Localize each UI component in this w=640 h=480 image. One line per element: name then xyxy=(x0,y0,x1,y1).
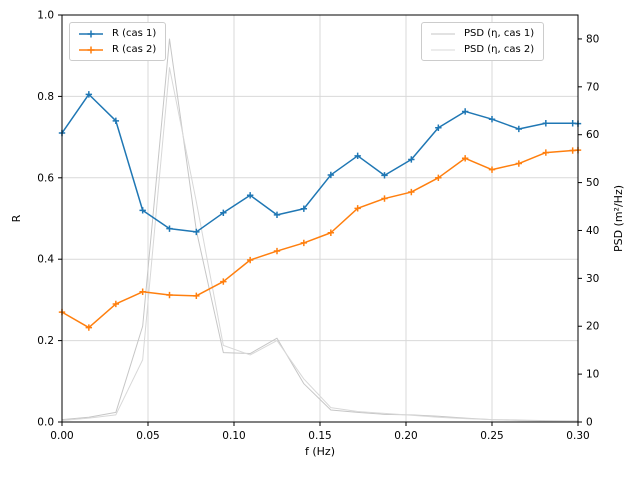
series-line-4 xyxy=(61,67,578,423)
legend-label-psd-cas2: PSD (η, cas 2) xyxy=(464,44,535,55)
y-right-tick-label: 50 xyxy=(586,177,599,189)
legend-r: R (cas 1) R (cas 2) xyxy=(69,22,167,61)
y-left-axis-label: R xyxy=(10,214,23,222)
y-left-tick-label: 0.2 xyxy=(37,335,54,347)
y-right-tick-label: 60 xyxy=(586,129,599,141)
legend-line-sample-psd-cas2 xyxy=(431,49,455,50)
legend-label-r-cas2: R (cas 2) xyxy=(112,44,157,55)
legend-line-sample-psd-cas1 xyxy=(431,33,455,34)
y-right-tick-label: 70 xyxy=(586,81,599,93)
y-right-tick-label: 20 xyxy=(586,321,599,333)
legend-line-sample-r-cas1 xyxy=(79,30,103,37)
legend-item-psd-cas1: PSD (η, cas 1) xyxy=(429,28,534,39)
x-tick-label: 0.05 xyxy=(136,430,159,442)
x-tick-label: 0.15 xyxy=(308,430,331,442)
y-left-tick-label: 0.6 xyxy=(37,172,54,184)
legend-label-psd-cas1: PSD (η, cas 1) xyxy=(464,28,535,39)
y-right-tick-label: 30 xyxy=(586,273,599,285)
y-left-tick-label: 0.4 xyxy=(37,254,54,266)
y-left-tick-label: 0.0 xyxy=(37,417,54,429)
legend-line-sample-r-cas2 xyxy=(79,46,103,53)
y-right-tick-label: 10 xyxy=(586,369,599,381)
legend-item-r-cas2: R (cas 2) xyxy=(77,44,156,55)
x-tick-label: 0.00 xyxy=(50,430,73,442)
y-right-tick-label: 40 xyxy=(586,225,599,237)
y-right-tick-label: 0 xyxy=(586,417,593,429)
legend-item-psd-cas2: PSD (η, cas 2) xyxy=(429,44,534,55)
x-tick-label: 0.20 xyxy=(394,430,417,442)
legend-item-r-cas1: R (cas 1) xyxy=(77,28,156,39)
y-right-axis-label: PSD (m²/Hz) xyxy=(612,185,625,252)
x-tick-label: 0.30 xyxy=(566,430,589,442)
y-left-tick-label: 1.0 xyxy=(37,10,54,22)
y-right-tick-label: 80 xyxy=(586,33,599,45)
x-tick-label: 0.10 xyxy=(222,430,245,442)
x-axis-label: f (Hz) xyxy=(305,445,335,458)
legend-psd: PSD (η, cas 1) PSD (η, cas 2) xyxy=(421,22,545,61)
x-tick-label: 0.25 xyxy=(480,430,503,442)
legend-label-r-cas1: R (cas 1) xyxy=(112,28,157,39)
y-left-tick-label: 0.8 xyxy=(37,91,54,103)
